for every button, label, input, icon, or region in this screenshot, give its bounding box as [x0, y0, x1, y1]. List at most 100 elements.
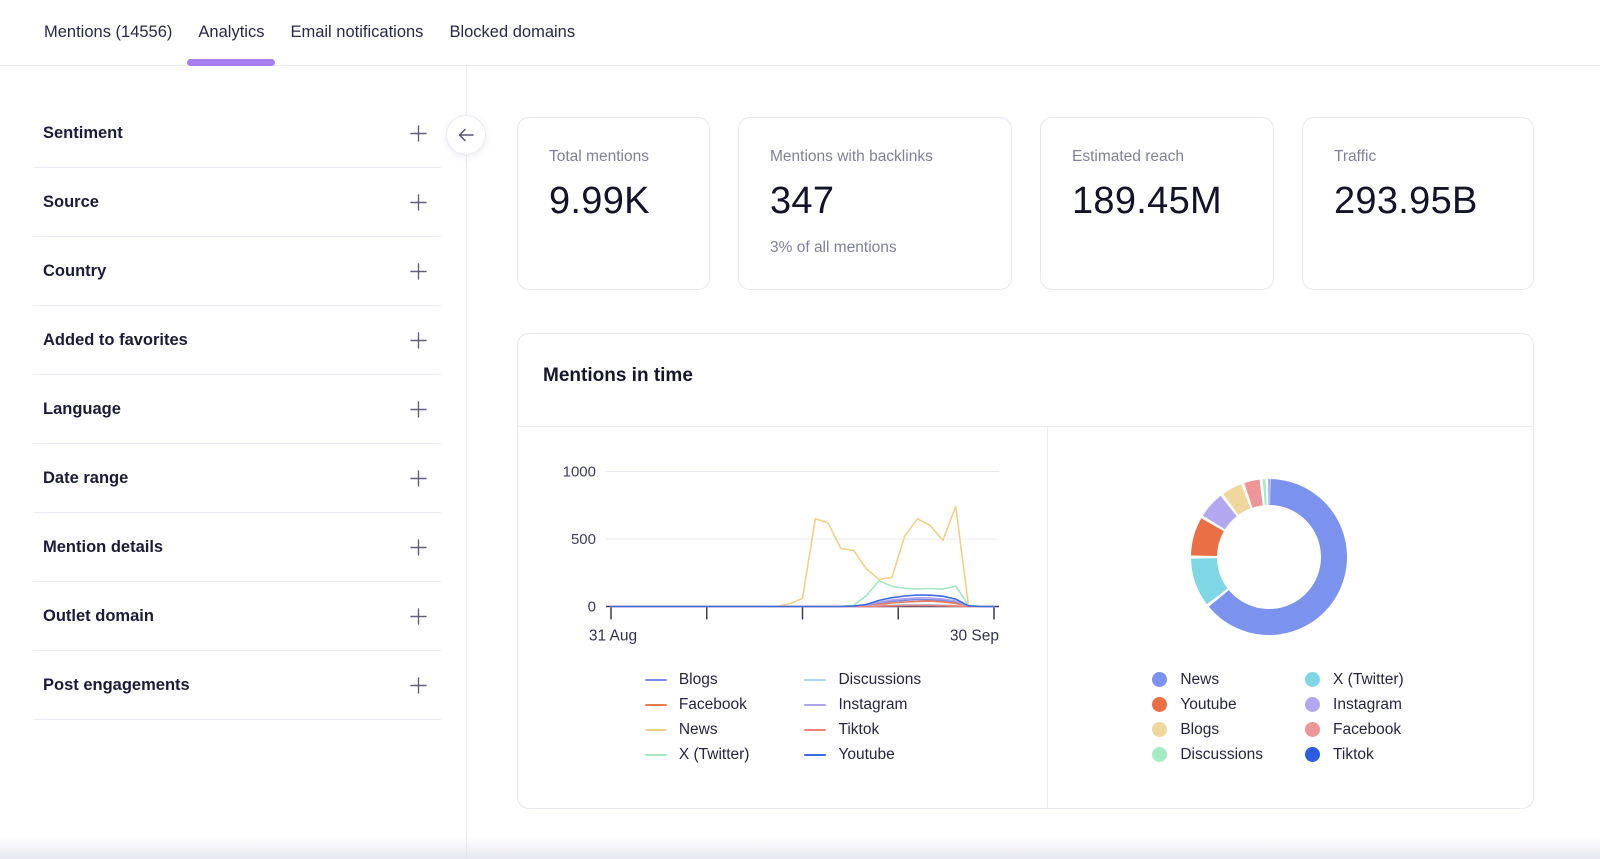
sidebar-item-added-to-favorites[interactable]: Added to favorites [33, 306, 441, 375]
donut-slice-tiktok [1268, 478, 1270, 505]
stats-row: Total mentions 9.99K Mentions with backlin… [0, 117, 1600, 290]
stat-card-traffic: Traffic 293.95B [1302, 117, 1534, 290]
stat-card-value: 9.99K [549, 180, 650, 222]
legend-item-youtube[interactable]: Youtube [1152, 692, 1263, 717]
legend-dot-swatch [1152, 697, 1168, 712]
plus-icon [410, 124, 427, 142]
svg-text:0: 0 [588, 599, 596, 616]
legend-item-news[interactable]: News [644, 717, 750, 742]
donut-slice-instagram [1202, 495, 1237, 530]
sidebar-item-source[interactable]: Source [33, 168, 441, 237]
stat-card-total-mentions: Total mentions 9.99K [517, 117, 710, 290]
legend-label: Facebook [1333, 720, 1402, 738]
stat-card-label: Mentions with backlinks [770, 148, 933, 165]
tab-analytics[interactable]: Analytics [187, 0, 276, 66]
collapse-sidebar-button[interactable] [446, 115, 486, 155]
legend-dot-swatch [1305, 672, 1321, 687]
tabs-bar: Mentions (14556) Analytics Email notificat… [0, 0, 1600, 66]
sidebar-content-divider [466, 66, 467, 859]
sidebar-item-mention-details[interactable]: Mention details [33, 513, 441, 582]
legend-item-news[interactable]: News [1152, 667, 1263, 692]
legend-item-tiktok[interactable]: Tiktok [804, 717, 921, 742]
stat-card-label: Traffic [1334, 148, 1377, 165]
legend-line-swatch [804, 678, 827, 681]
legend-label: Discussions [838, 670, 922, 688]
legend-item-x-twitter[interactable]: X (Twitter) [1305, 667, 1404, 692]
sources-donut-chart [1191, 478, 1348, 636]
plus-icon [410, 538, 427, 556]
legend-item-discussions[interactable]: Discussions [804, 667, 921, 692]
panel-vertical-divider [1047, 426, 1048, 808]
legend-dot-swatch [1152, 722, 1168, 737]
plus-icon [410, 331, 427, 349]
sidebar-item-country[interactable]: Country [33, 237, 441, 306]
legend-item-blogs[interactable]: Blogs [644, 667, 750, 692]
active-tab-underline [187, 59, 276, 66]
legend-item-discussions[interactable]: Discussions [1152, 742, 1263, 767]
tab-blocked-domains[interactable]: Blocked domains [438, 0, 586, 65]
sidebar-item-label: Language [43, 399, 121, 418]
stat-card-value: 189.45M [1072, 180, 1222, 222]
donut-slice-discussions [1262, 479, 1267, 506]
legend-column: X (Twitter) Instagram Facebook Tiktok [1305, 667, 1404, 767]
legend-label: News [1180, 670, 1220, 688]
tab-label: Analytics [198, 23, 265, 41]
legend-item-youtube[interactable]: Youtube [804, 742, 921, 767]
plus-icon [410, 607, 427, 625]
sidebar-item-label: Country [43, 261, 107, 280]
legend-item-instagram[interactable]: Instagram [804, 692, 921, 717]
legend-item-x-twitter[interactable]: X (Twitter) [644, 742, 750, 767]
legend-dot-swatch [1305, 697, 1321, 712]
legend-label: Instagram [1333, 695, 1402, 713]
plus-icon [410, 262, 427, 280]
legend-column: Blogs Facebook News X (Twitter) [644, 667, 750, 767]
panel-title: Mentions in time [543, 365, 693, 386]
legend-label: Blogs [678, 670, 718, 688]
legend-item-blogs[interactable]: Blogs [1152, 717, 1263, 742]
plus-icon [410, 193, 427, 211]
arrow-left-icon [456, 125, 476, 145]
legend-label: X (Twitter) [678, 745, 750, 763]
legend-label: News [678, 720, 718, 738]
tab-email-notifications[interactable]: Email notifications [279, 0, 434, 65]
mentions-in-time-card: Mentions in time 1000 500 0 31 Aug 30 Sep Bl… [517, 333, 1534, 809]
tab-mentions-14556[interactable]: Mentions (14556) [33, 0, 183, 65]
stat-card-sublabel: 3% of all mentions [770, 239, 897, 256]
legend-line-swatch [804, 728, 827, 731]
legend-item-facebook[interactable]: Facebook [1305, 717, 1404, 742]
donut-slice-blogs [1223, 484, 1251, 515]
sidebar-item-label: Post engagements [43, 675, 190, 694]
sidebar-item-post-engagements[interactable]: Post engagements [33, 651, 441, 720]
plus-icon [410, 469, 427, 487]
legend-label: X (Twitter) [1333, 670, 1404, 688]
sidebar-item-outlet-domain[interactable]: Outlet domain [33, 582, 441, 651]
stat-card-label: Total mentions [549, 148, 649, 165]
line-chart-legend: Blogs Facebook News X (Twitter) Discussions I… [558, 667, 1008, 767]
legend-line-swatch [644, 678, 667, 681]
svg-text:30 Sep: 30 Sep [950, 628, 999, 645]
legend-item-tiktok[interactable]: Tiktok [1305, 742, 1404, 767]
sidebar-item-language[interactable]: Language [33, 375, 441, 444]
legend-label: Instagram [838, 695, 908, 713]
sidebar-item-label: Mention details [43, 537, 164, 556]
legend-column: Discussions Instagram Tiktok Youtube [804, 667, 921, 767]
sidebar-item-label: Date range [43, 468, 129, 487]
panel-header-divider [518, 426, 1533, 427]
svg-text:1000: 1000 [563, 464, 596, 481]
legend-line-swatch [644, 753, 667, 756]
donut-slice-x-twitter [1191, 558, 1228, 605]
sidebar-item-date-range[interactable]: Date range [33, 444, 441, 513]
legend-label: Tiktok [838, 720, 880, 738]
legend-dot-swatch [1152, 672, 1168, 687]
sidebar-item-sentiment[interactable]: Sentiment [33, 99, 441, 168]
donut-slice-youtube [1191, 518, 1224, 557]
donut-slice-news [1208, 479, 1348, 636]
legend-label: Blogs [1180, 720, 1220, 738]
tab-label: Mentions (14556) [44, 23, 173, 41]
sidebar-item-label: Added to favorites [43, 330, 188, 349]
legend-item-facebook[interactable]: Facebook [644, 692, 750, 717]
filters-sidebar: Sentiment Source Country Added to favorites… [0, 66, 466, 859]
legend-dot-swatch [1305, 747, 1321, 762]
sidebar-item-label: Source [43, 192, 99, 211]
legend-item-instagram[interactable]: Instagram [1305, 692, 1404, 717]
